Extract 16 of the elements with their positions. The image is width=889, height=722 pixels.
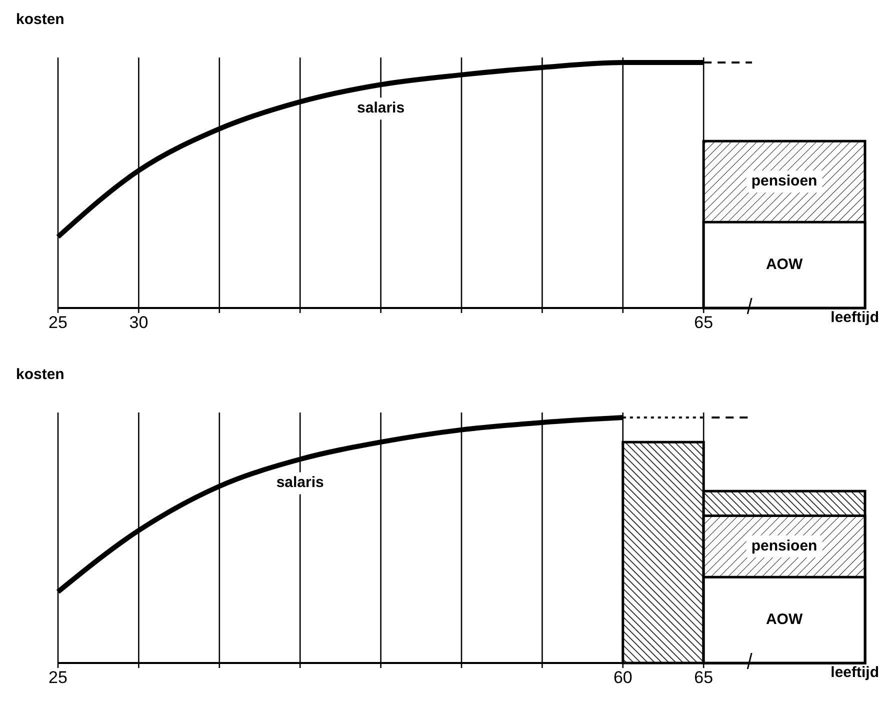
x-tick-label: 25 (48, 668, 68, 687)
series-label: pensioen (751, 172, 818, 190)
y-axis-title: kosten (16, 11, 64, 28)
series-label: pensioen (751, 537, 818, 554)
x-tick-label: 65 (694, 668, 714, 687)
series-label: AOW (766, 256, 804, 274)
x-tick-label: 60 (613, 668, 632, 687)
x-axis-title: leeftijd (830, 664, 879, 681)
x-tick-label: 65 (694, 313, 714, 332)
series-label: AOW (766, 611, 804, 628)
series-label: salaris (357, 100, 405, 117)
x-tick-label: 25 (48, 313, 68, 332)
series-label: salaris (276, 474, 324, 492)
y-axis-title: kosten (16, 366, 64, 383)
x-axis-title: leeftijd (830, 309, 879, 326)
x-tick-label: 30 (129, 313, 148, 332)
